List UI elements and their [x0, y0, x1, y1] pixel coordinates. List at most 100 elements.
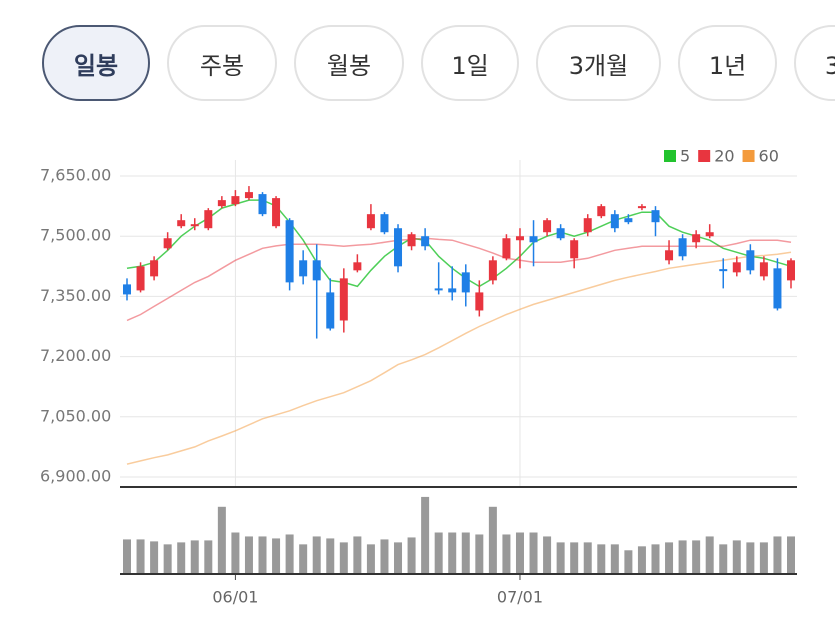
- volume-bar: [448, 532, 457, 574]
- volume-bar: [204, 540, 213, 574]
- volume-bar: [692, 540, 701, 574]
- volume-bar: [326, 538, 335, 574]
- candle-body: [597, 206, 606, 217]
- candle-body: [570, 240, 579, 259]
- candle-body: [312, 260, 321, 281]
- candle-body: [136, 266, 145, 291]
- candle-body: [637, 206, 646, 209]
- volume-bar: [136, 539, 145, 574]
- volume-bar: [190, 540, 199, 574]
- volume-bar: [421, 496, 430, 574]
- volume-bar: [719, 544, 728, 574]
- volume-bar: [570, 542, 579, 574]
- candle-body: [543, 220, 552, 233]
- volume-bar: [502, 534, 511, 574]
- candle-body: [678, 238, 687, 257]
- candle-body: [692, 234, 701, 243]
- volume-bar: [339, 542, 348, 574]
- candle-body: [502, 238, 511, 259]
- candle-body: [150, 260, 159, 277]
- volume-bar: [543, 536, 552, 574]
- candle-body: [475, 292, 484, 311]
- volume-bar: [637, 546, 646, 574]
- candle-body: [353, 262, 362, 271]
- candle-body: [773, 268, 782, 309]
- candle-body: [461, 272, 470, 293]
- volume-bar: [665, 542, 674, 574]
- volume-bar: [285, 534, 294, 574]
- volume-bar: [407, 537, 416, 574]
- y-tick-label: 6,900.00: [40, 466, 111, 485]
- volume-bar: [434, 532, 443, 574]
- y-tick-label: 7,200.00: [40, 346, 111, 365]
- candle-body: [204, 210, 213, 229]
- volume-bar: [488, 506, 497, 574]
- legend-label: 5: [680, 147, 690, 166]
- volume-bar: [231, 532, 240, 574]
- volume-bar: [787, 536, 795, 574]
- volume-bar: [732, 540, 741, 574]
- candle-body: [705, 232, 714, 237]
- candle-body: [665, 250, 674, 261]
- candle-body: [407, 234, 416, 247]
- candle-body: [366, 214, 375, 229]
- y-tick-label: 7,350.00: [40, 286, 111, 305]
- candle-body: [299, 260, 308, 277]
- x-tick-label: 07/01: [497, 588, 543, 607]
- tab[interactable]: 3개월: [536, 25, 661, 101]
- moving-average-line: [126, 251, 792, 465]
- tab[interactable]: 1년: [678, 25, 777, 101]
- candle-body: [421, 236, 430, 247]
- legend-label: 20: [714, 147, 734, 166]
- volume-bar: [258, 536, 267, 574]
- candle-body: [746, 250, 755, 271]
- candle-body: [326, 292, 335, 329]
- candle-body: [488, 260, 497, 281]
- y-tick-label: 7,050.00: [40, 406, 111, 425]
- volume-bar: [475, 534, 484, 574]
- candle-body: [651, 210, 660, 223]
- volume-bar: [177, 542, 186, 574]
- volume-bar: [529, 532, 538, 574]
- volume-bar: [394, 542, 403, 574]
- volume-bar: [556, 542, 565, 574]
- tab[interactable]: 월봉: [294, 25, 404, 101]
- candle-body: [244, 192, 253, 199]
- candle-body: [190, 224, 199, 227]
- volume-bar: [678, 540, 687, 574]
- volume-bar: [163, 544, 172, 574]
- moving-average-line: [126, 199, 792, 288]
- candle-body: [339, 278, 348, 321]
- tab[interactable]: 주봉: [167, 25, 277, 101]
- candle-body: [394, 228, 403, 267]
- tab[interactable]: 1일: [421, 25, 519, 101]
- legend-swatch: [664, 150, 676, 162]
- volume-bar: [705, 536, 714, 574]
- y-tick-label: 7,500.00: [40, 226, 111, 245]
- volume-bar: [773, 536, 782, 574]
- moving-average-line: [126, 237, 792, 322]
- candle-body: [787, 260, 795, 281]
- volume-bar: [651, 544, 660, 574]
- candle-body: [123, 284, 131, 295]
- candle-body: [285, 220, 294, 283]
- tab[interactable]: 일봉: [42, 25, 150, 101]
- legend-swatch: [742, 150, 755, 162]
- candle-body: [624, 218, 633, 223]
- candle-body: [380, 214, 389, 233]
- volume-bar: [123, 539, 131, 574]
- candle-body: [448, 288, 457, 293]
- volume-bar: [244, 536, 253, 574]
- volume-bar: [746, 542, 755, 574]
- volume-bar: [299, 544, 308, 574]
- candle-body: [231, 196, 240, 205]
- candle-body: [556, 228, 565, 239]
- candle-body: [177, 220, 186, 227]
- candle-body: [272, 198, 281, 227]
- x-tick-label: 06/01: [212, 588, 258, 607]
- candle-body: [163, 238, 172, 249]
- candle-body: [515, 236, 524, 241]
- volume-bar: [461, 532, 470, 574]
